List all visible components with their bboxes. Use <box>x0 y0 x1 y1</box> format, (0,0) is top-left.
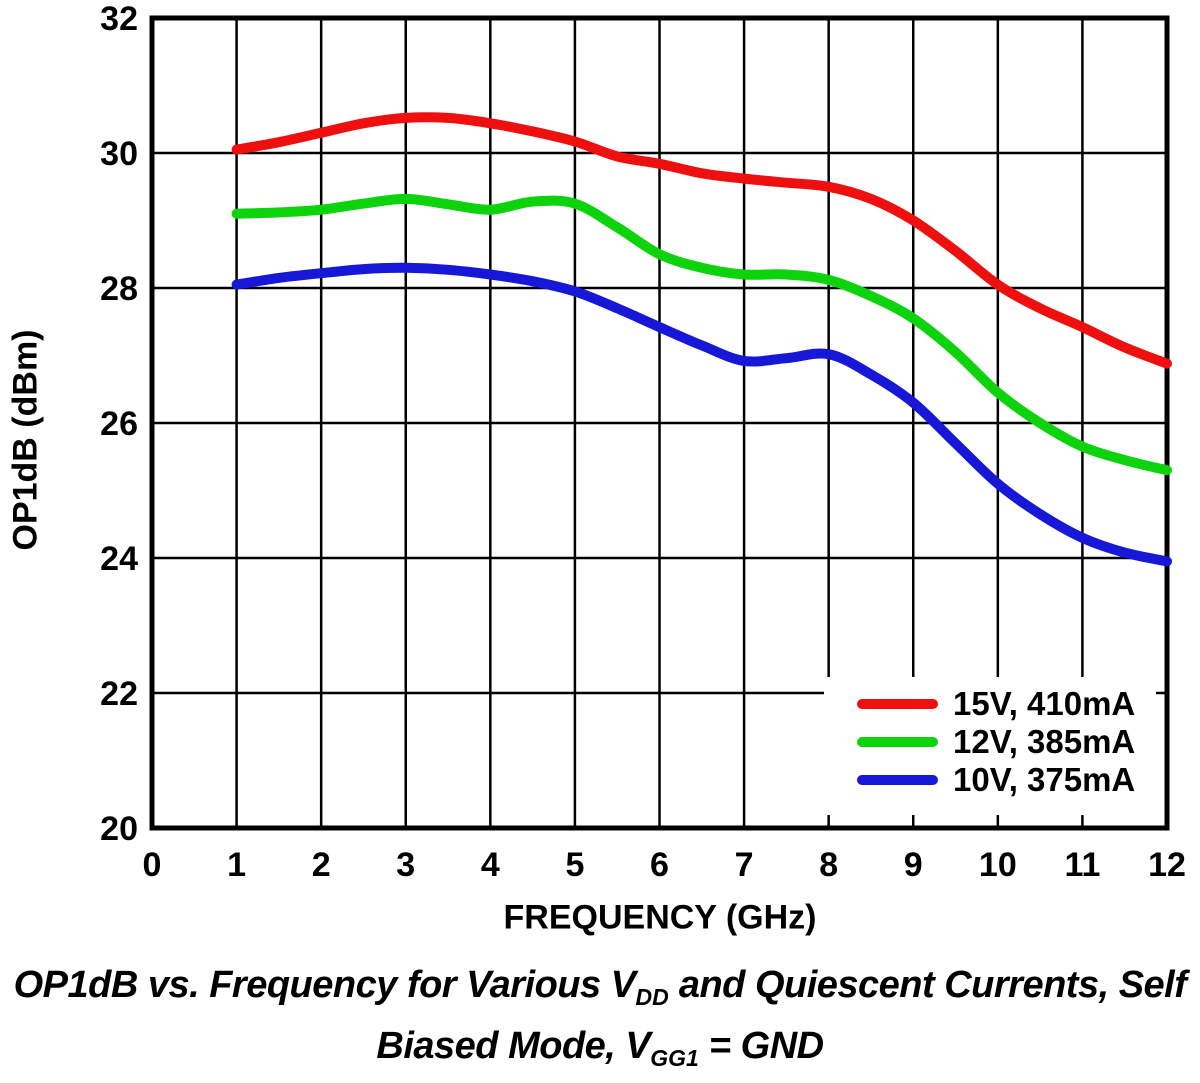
legend-item-15v: 15V, 410mA <box>857 685 1156 723</box>
y-tick-label: 24 <box>100 540 138 578</box>
x-tick-label: 8 <box>819 846 838 884</box>
x-tick-label: 1 <box>227 846 246 884</box>
x-axis-label: FREQUENCY (GHz) <box>503 898 817 937</box>
legend-label: 15V, 410mA <box>953 685 1136 722</box>
caption-line-1: OP1dB vs. Frequency for Various VDD and … <box>13 964 1187 1010</box>
legend-swatch-green <box>857 737 938 747</box>
x-tick-label: 7 <box>735 846 754 884</box>
legend-label: 12V, 385mA <box>953 723 1136 760</box>
y-axis-label: OP1dB (dBm) <box>6 329 45 551</box>
x-tick-label: 12 <box>1148 846 1186 884</box>
plot-border <box>149 15 1170 831</box>
x-tick-label: 2 <box>312 846 331 884</box>
caption-line-2: Biased Mode, VGG1 = GND <box>376 1025 824 1071</box>
legend-item-12v: 12V, 385mA <box>857 723 1156 761</box>
x-tick-label: 4 <box>481 846 500 884</box>
legend-item-10v: 10V, 375mA <box>857 761 1156 799</box>
y-tick-label: 22 <box>100 675 138 713</box>
curve-0 <box>231 112 1172 369</box>
y-tick-label: 32 <box>100 0 138 38</box>
caption-subscript-vgg1: GG1 <box>650 1045 699 1071</box>
x-tick-label: 0 <box>143 846 162 884</box>
legend-swatch-blue <box>857 775 938 785</box>
figure-caption: OP1dB vs. Frequency for Various VDD and … <box>0 961 1200 1083</box>
legend: 15V, 410mA 12V, 385mA 10V, 375mA <box>824 677 1156 815</box>
y-tick-label: 26 <box>100 405 138 443</box>
y-tick-label: 30 <box>100 135 138 173</box>
legend-label: 10V, 375mA <box>953 761 1136 798</box>
x-tick-label: 11 <box>1064 846 1100 884</box>
x-tick-label: 3 <box>396 846 415 884</box>
legend-swatch-red <box>857 699 938 709</box>
curve-1 <box>231 193 1172 476</box>
y-tick-label: 20 <box>100 810 138 848</box>
caption-subscript-vdd: DD <box>635 984 669 1010</box>
x-tick-label: 9 <box>904 846 923 884</box>
x-tick-label: 10 <box>979 846 1017 884</box>
x-tick-label: 5 <box>565 846 584 884</box>
curve-2 <box>231 262 1172 567</box>
y-tick-label: 28 <box>100 270 138 308</box>
x-tick-label: 6 <box>650 846 669 884</box>
